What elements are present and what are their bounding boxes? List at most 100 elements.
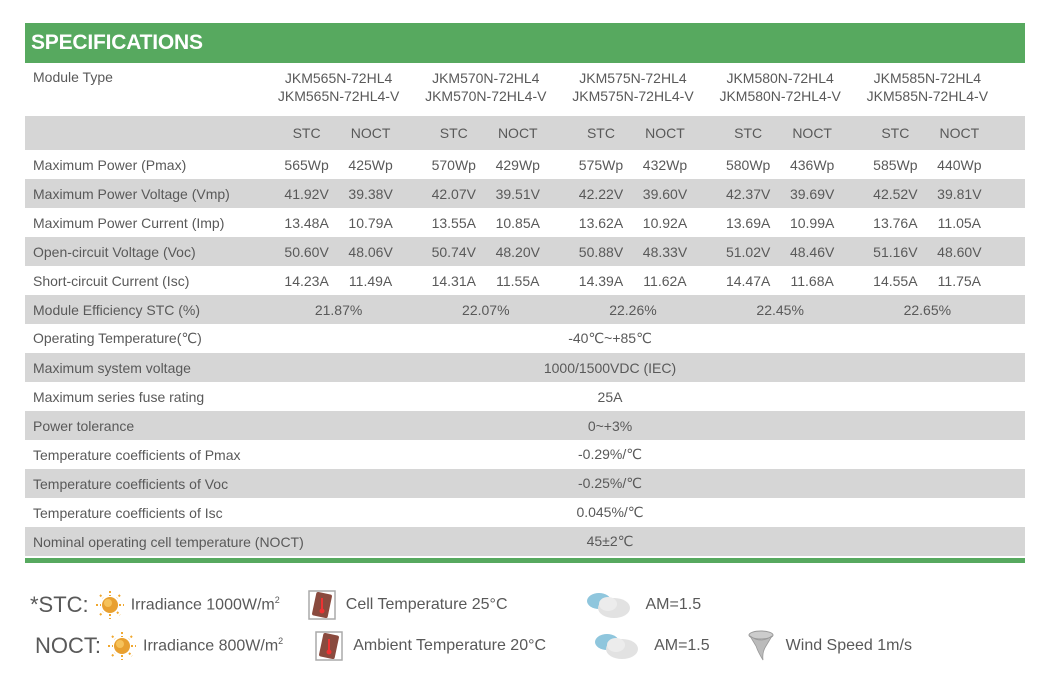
module-name: JKM580N-72HL4 [726, 70, 834, 86]
module-name-cell: JKM570N-72HL4 JKM570N-72HL4-V [412, 69, 559, 105]
row-label: Open-circuit Voltage (Voc) [33, 243, 196, 260]
spec-row: Maximum system voltage 1000/1500VDC (IEC) [25, 353, 1025, 382]
stc-value: 14.31A [431, 272, 476, 289]
row-label: Module Type [33, 69, 113, 85]
stc-value: 13.48A [284, 214, 329, 231]
module-name-v: JKM585N-72HL4-V [866, 88, 989, 104]
stc-value: 42.22V [578, 185, 624, 202]
stc-value: 50.88V [578, 243, 624, 260]
spec-row: Power tolerance 0~+3% [25, 411, 1025, 440]
title-bar: SPECIFICATIONS [25, 23, 1025, 63]
row-label: Maximum Power (Pmax) [33, 156, 187, 173]
sun-icon [108, 632, 136, 660]
spec-row: Temperature coefficients of Pmax -0.29%/℃ [25, 440, 1025, 469]
ambient-temperature-text: Ambient Temperature 20°C [353, 637, 547, 654]
noct-value: 11.75A [937, 272, 982, 289]
row-label: Power tolerance [33, 417, 135, 434]
noct-value: 10.92A [642, 214, 688, 231]
module-name-v: JKM575N-72HL4-V [572, 88, 694, 104]
module-name-cell: JKM580N-72HL4 JKM580N-72HL4-V [707, 69, 854, 105]
module-name-v: JKM570N-72HL4-V [425, 88, 547, 104]
noct-value: 48.60V [937, 243, 982, 260]
noct-value: 425Wp [348, 156, 393, 173]
stc-value: 570Wp [431, 156, 476, 173]
stc-value: 13.69A [725, 214, 771, 231]
noct-tag: NOCT: [35, 633, 101, 658]
noct-header: NOCT [939, 125, 980, 141]
row-label: Maximum system voltage [33, 359, 191, 376]
noct-value: 10.99A [789, 214, 835, 231]
condition-header-row: STC NOCT STC NOCT STC NOCT STC NOCT STC NOCT [25, 116, 1025, 150]
noct-value: 39.38V [348, 185, 393, 202]
row-label: Maximum Power Voltage (Vmp) [33, 185, 230, 202]
stc-value: 50.74V [431, 243, 476, 260]
stc-header: STC [292, 125, 321, 141]
row-label: Nominal operating cell temperature (NOCT… [33, 533, 304, 550]
stc-value: 42.37V [725, 185, 771, 202]
row-value: 0.045%/℃ [576, 504, 644, 520]
row-value: -40℃~+85℃ [568, 330, 652, 346]
stc-value: 14.39A [578, 272, 624, 289]
noct-value: 11.55A [496, 272, 540, 289]
cloud-icon [586, 593, 630, 618]
stc-value: 13.76A [873, 214, 918, 231]
stc-value: 13.55A [431, 214, 476, 231]
thermometer-icon [308, 590, 336, 620]
efficiency-value: 22.45% [756, 301, 804, 318]
stc-value: 42.52V [873, 185, 918, 202]
stc-value: 585Wp [873, 156, 918, 173]
noct-value: 48.20V [495, 243, 540, 260]
noct-value: 11.68A [790, 272, 834, 289]
stc-value: 575Wp [578, 156, 624, 173]
noct-value: 39.69V [789, 185, 835, 202]
efficiency-row: Module Efficiency STC (%) 21.87% 22.07% … [25, 295, 1025, 324]
legend-noct: NOCT: Irradiance 800W/m2 Ambient Tempera… [35, 630, 912, 662]
noct-value: 440Wp [937, 156, 982, 173]
stc-value: 14.23A [284, 272, 329, 289]
row-label: Module Efficiency STC (%) [33, 301, 201, 318]
stc-value: 13.62A [578, 214, 624, 231]
noct-value: 11.05A [937, 214, 982, 231]
page-title: SPECIFICATIONS [31, 31, 203, 54]
legend-stc: *STC: Irradiance 1000W/m2 Cell Temperatu… [30, 590, 701, 620]
cell-temperature-text: Cell Temperature 25°C [345, 596, 508, 613]
noct-header: NOCT [497, 125, 538, 141]
efficiency-value: 21.87% [314, 301, 363, 318]
spec-row: Temperature coefficients of Isc 0.045%/℃ [25, 498, 1025, 527]
row-label: Temperature coefficients of Voc [33, 475, 229, 492]
stc-value: 580Wp [725, 156, 771, 173]
row-label: Operating Temperature(℃) [33, 330, 202, 346]
noct-value: 48.33V [642, 243, 688, 260]
spec-row: Open-circuit Voltage (Voc) 50.60V 48.06V 50… [25, 237, 1025, 266]
specifications-table: SPECIFICATIONS Module Type JKM565N-72HL4… [25, 23, 1025, 556]
spec-row: Operating Temperature(℃) -40℃~+85℃ [25, 324, 1025, 353]
noct-value: 48.06V [348, 243, 393, 260]
row-label: Temperature coefficients of Pmax [33, 446, 241, 463]
noct-header: NOCT [645, 125, 685, 141]
noct-value: 432Wp [642, 156, 688, 173]
noct-header: NOCT [792, 125, 832, 141]
noct-value: 48.46V [789, 243, 835, 260]
module-type-row: Module Type JKM565N-72HL4 JKM565N-72HL4-V… [25, 63, 1025, 116]
spec-row: Nominal operating cell temperature (NOCT… [25, 527, 1025, 556]
efficiency-value: 22.26% [609, 301, 657, 318]
module-name-v: JKM580N-72HL4-V [719, 88, 841, 104]
row-label: Short-circuit Current (Isc) [33, 272, 190, 289]
row-value: 0~+3% [587, 417, 633, 434]
spec-row: Maximum series fuse rating 25A [25, 382, 1025, 411]
stc-value: 42.07V [431, 185, 476, 202]
noct-header: NOCT [350, 125, 391, 141]
cloud-icon [595, 634, 639, 659]
module-name-cell: JKM565N-72HL4 JKM565N-72HL4-V [265, 69, 412, 105]
spec-row: Short-circuit Current (Isc) 14.23A 11.49A 1… [25, 266, 1025, 295]
noct-value: 436Wp [789, 156, 835, 173]
row-value: 25A [597, 388, 623, 405]
stc-value: 50.60V [284, 243, 329, 260]
stc-value: 565Wp [284, 156, 329, 173]
thermometer-icon [315, 631, 343, 661]
stc-header: STC [586, 125, 615, 141]
row-label: Maximum Power Current (Imp) [33, 214, 225, 231]
air-mass-text: AM=1.5 [645, 596, 702, 613]
module-name: JKM570N-72HL4 [432, 70, 540, 86]
row-label: Temperature coefficients of Isc [33, 504, 223, 521]
